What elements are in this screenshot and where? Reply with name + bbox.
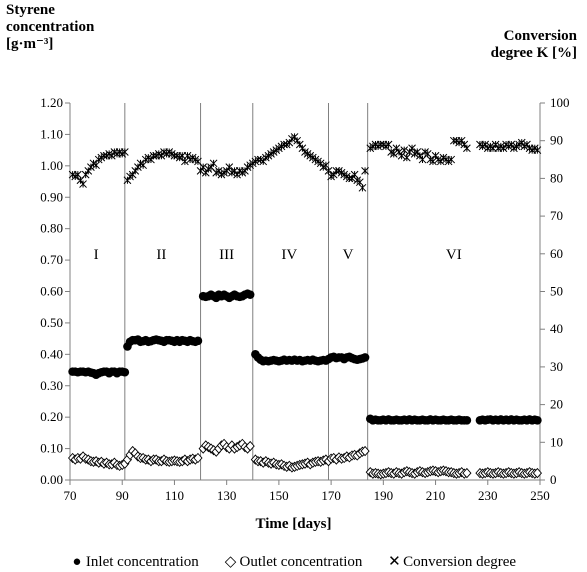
y-axis-left-title: Styrene concentration [g·m⁻³]: [6, 2, 94, 53]
x-tick-label: 210: [426, 488, 446, 503]
y-left-tick-label: 0.00: [40, 472, 63, 487]
conversion-point: [361, 167, 369, 175]
chart-plot: 0.00 0.10 0.20 0.30 0.40 0.50 0.60 0.70 0.80 0.90…: [40, 95, 570, 503]
open-diamond-icon: ◇: [224, 554, 237, 570]
y-left-tick-label: 0.70: [40, 252, 63, 267]
star-cross-icon: ✕: [388, 554, 401, 570]
y-right-tick-label: 100: [550, 95, 570, 110]
conversion-point: [400, 146, 409, 154]
x-tick-label: 230: [478, 488, 498, 503]
legend-item-inlet: ● Inlet concentration: [71, 554, 199, 571]
phase-label: VI: [446, 247, 462, 263]
y-left-tick-label: 0.40: [40, 346, 63, 361]
y-left-label-line-3: [g·m⁻³]: [6, 36, 54, 52]
phase-label: I: [94, 247, 99, 263]
y-left-tick-label: 0.10: [40, 441, 63, 456]
conversion-point: [79, 180, 87, 188]
inlet-point: [120, 367, 130, 377]
filled-circle-icon: ●: [72, 554, 82, 570]
inlet-point: [245, 290, 255, 299]
outlet-point: [193, 452, 203, 464]
inlet-point: [360, 353, 370, 362]
inlet-point: [462, 416, 472, 425]
y-right-tick-label: 60: [550, 246, 563, 261]
phase-label: III: [219, 247, 234, 263]
y-right-tick-label: 50: [550, 284, 563, 299]
conversion-point: [209, 159, 218, 168]
y-left-label-line-2: concentration: [6, 19, 95, 35]
y-left-tick-label: 0.80: [40, 221, 63, 236]
y-left-tick-label: 0.90: [40, 189, 63, 204]
x-tick-label: 130: [217, 488, 237, 503]
y-left-label-line-1: Styrene: [6, 2, 55, 18]
conversion-point: [447, 155, 456, 164]
y-left-tick-label: 0.20: [40, 409, 63, 424]
legend-label-outlet: Outlet concentration: [239, 554, 363, 570]
x-tick-label: 170: [321, 488, 341, 503]
y-left-tick-label: 1.10: [40, 126, 63, 141]
phase-label: V: [343, 247, 354, 263]
inlet-point: [193, 336, 203, 346]
x-tick-label: 110: [165, 488, 184, 503]
legend-item-outlet: ◇ Outlet concentration: [225, 552, 363, 571]
x-tick-label: 150: [269, 488, 289, 503]
conversion-point: [358, 183, 367, 192]
x-tick-label: 90: [116, 488, 129, 503]
y-axis-right-title: Conversion degree K [%]: [491, 28, 577, 62]
x-tick-label: 190: [374, 488, 394, 503]
x-tick-label: 70: [64, 488, 77, 503]
y-right-label-line-2: degree K [%]: [490, 45, 577, 61]
y-left-tick-label: 1.20: [40, 95, 63, 110]
conversion-point: [463, 144, 471, 153]
inlet-point: [533, 416, 542, 425]
y-left-tick-label: 0.50: [40, 315, 63, 330]
legend: ● Inlet concentration ◇ Outlet concentrati…: [0, 552, 587, 571]
legend-label-inlet: Inlet concentration: [85, 554, 199, 570]
x-tick-label: 250: [530, 488, 550, 503]
y-right-tick-label: 0: [550, 472, 557, 487]
conversion-point: [120, 148, 129, 156]
conversion-point: [384, 140, 393, 149]
outlet-point: [532, 467, 542, 479]
outlet-point: [360, 445, 370, 457]
outlet-point: [245, 440, 255, 452]
phase-label: IV: [281, 247, 297, 263]
y-right-label-line-1: Conversion: [503, 28, 577, 44]
y-left-tick-label: 1.00: [40, 158, 63, 173]
y-right-tick-label: 40: [550, 321, 563, 336]
y-left-tick-label: 0.60: [40, 284, 63, 299]
outlet-point: [462, 467, 472, 479]
y-right-tick-label: 80: [550, 170, 563, 185]
phase-label: II: [156, 247, 166, 263]
y-right-tick-label: 10: [550, 434, 563, 449]
y-right-tick-label: 70: [550, 208, 563, 223]
conversion-point: [533, 146, 542, 154]
legend-label-conversion: Conversion degree: [403, 554, 517, 570]
y-right-tick-label: 30: [550, 359, 563, 374]
y-right-tick-label: 20: [550, 397, 563, 412]
y-right-tick-label: 90: [550, 133, 563, 148]
legend-item-conversion: ✕ Conversion degree: [388, 552, 516, 571]
y-left-tick-label: 0.30: [40, 378, 63, 393]
x-axis-title: Time [days]: [255, 516, 332, 532]
